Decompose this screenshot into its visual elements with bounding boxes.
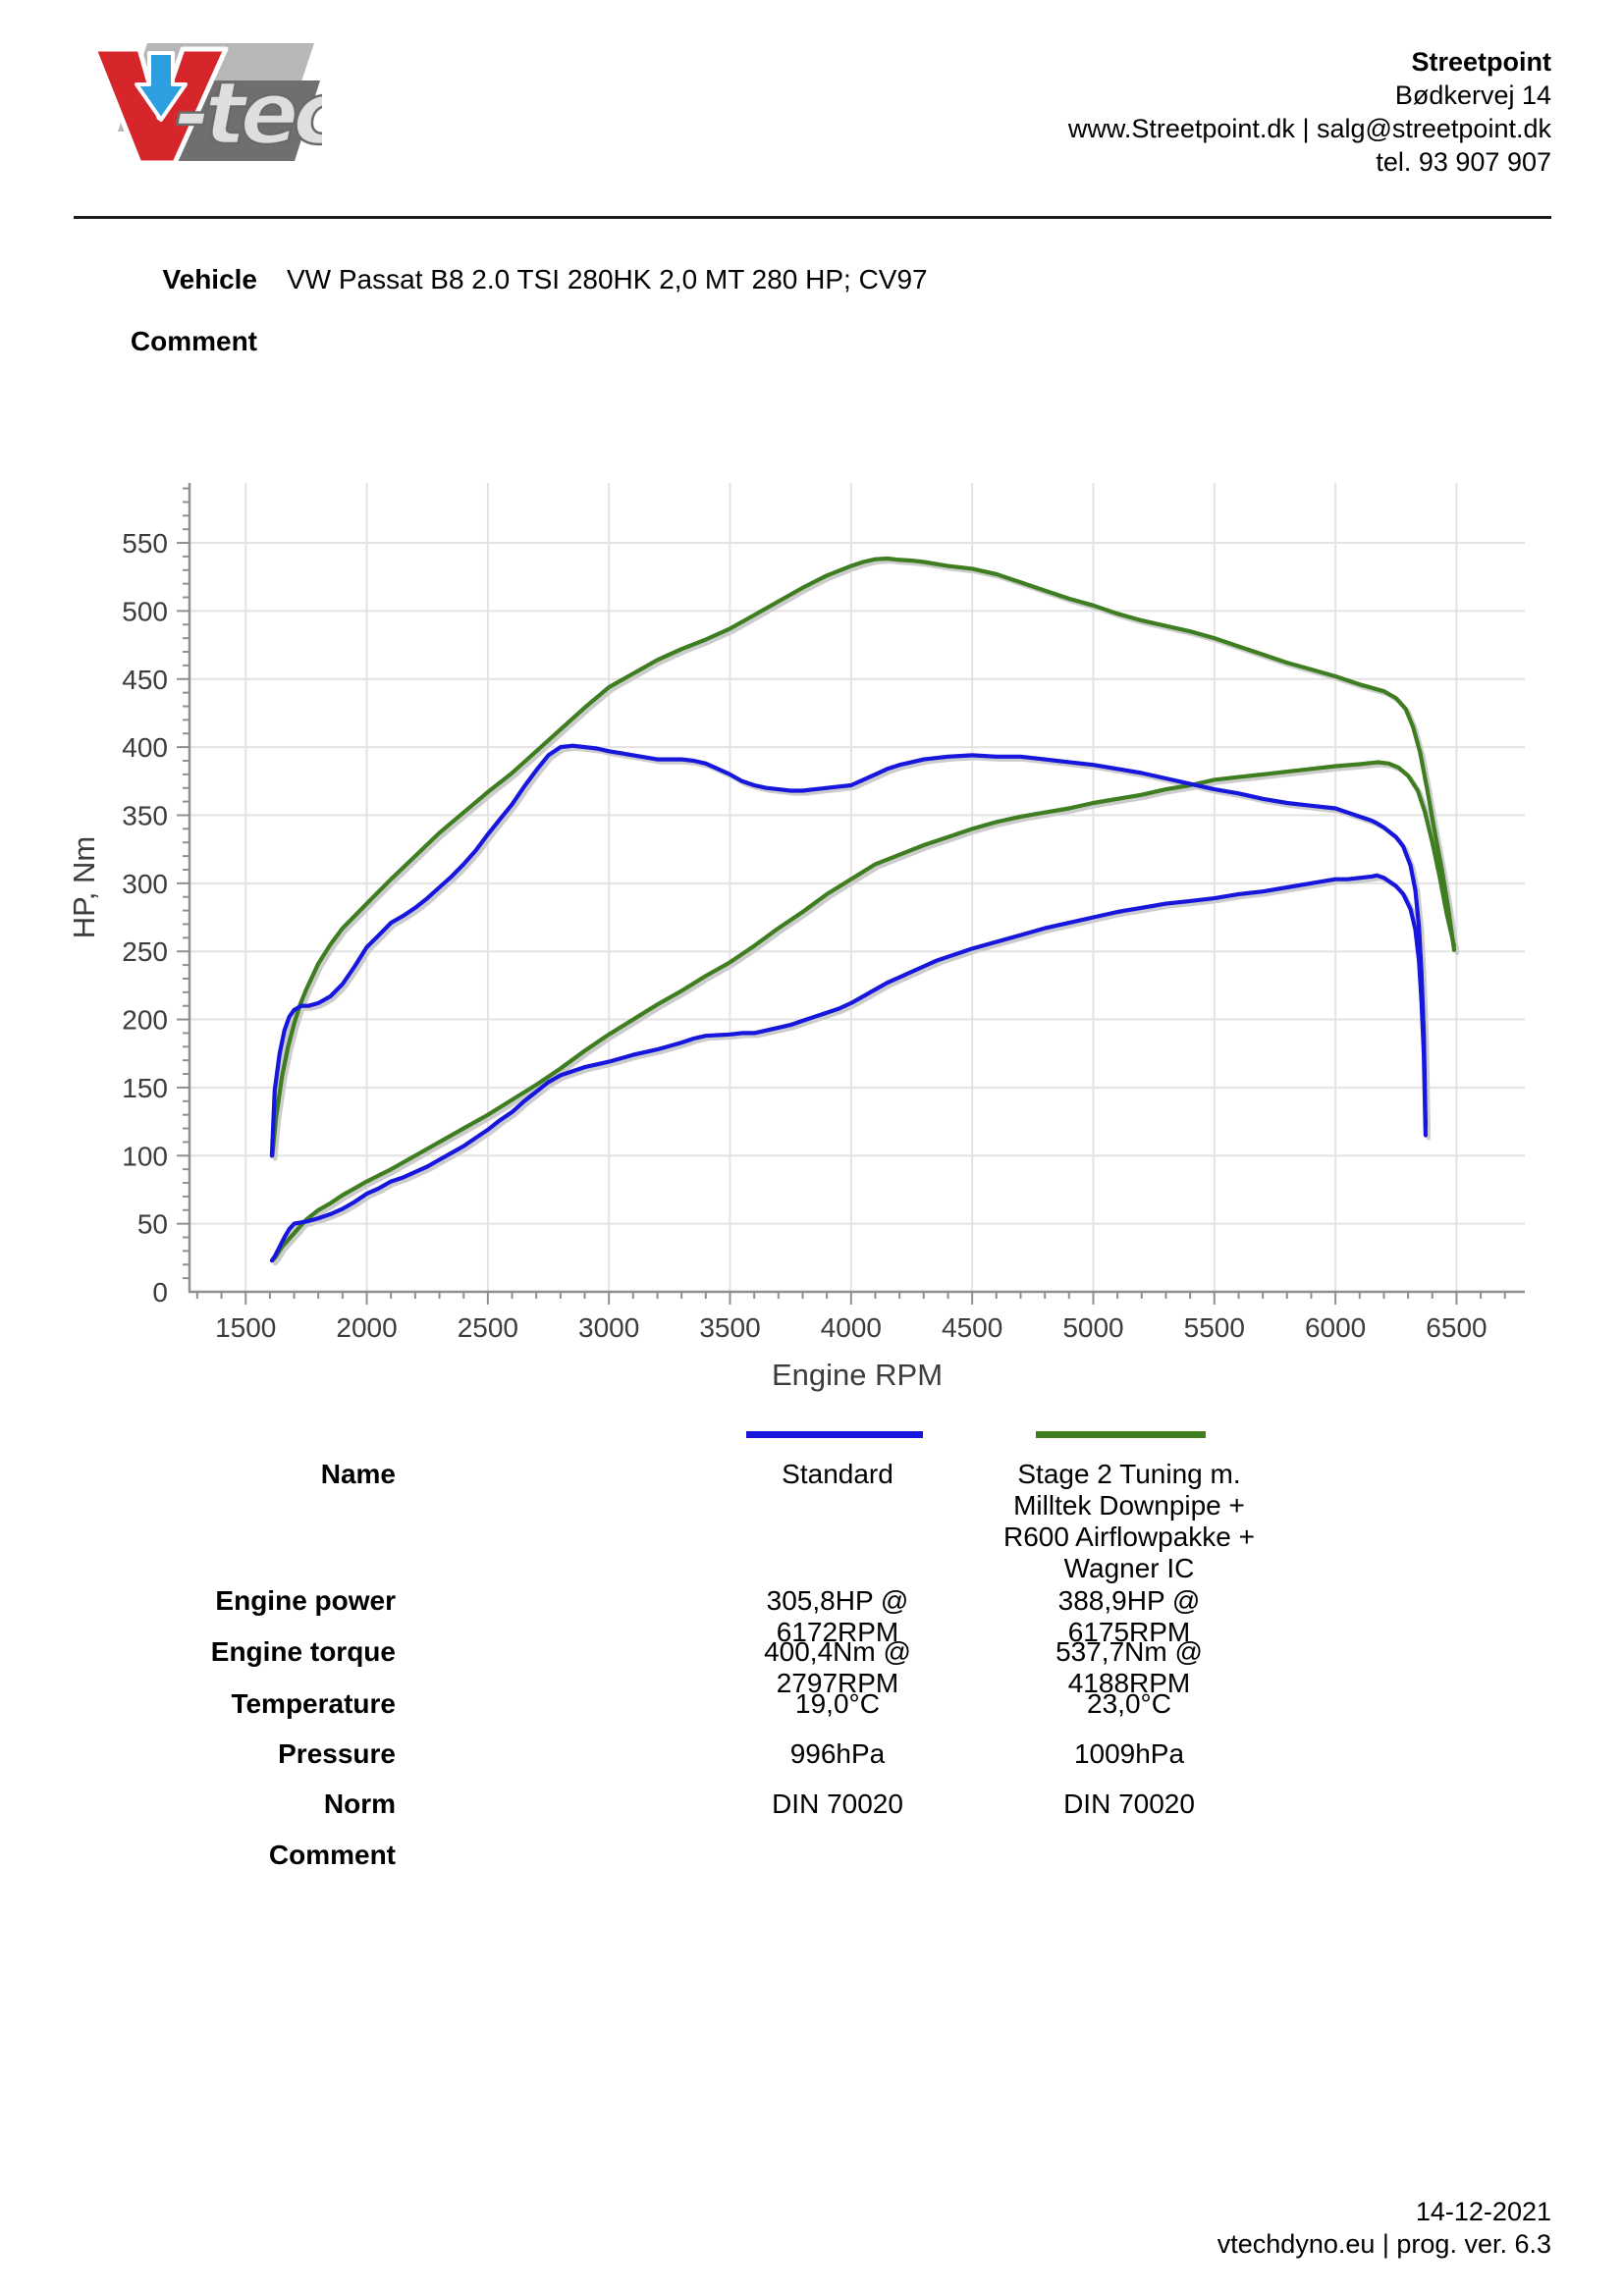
vtech-logo-icon: -tech	[91, 43, 403, 166]
svg-text:4000: 4000	[821, 1312, 882, 1343]
comment-label: Comment	[130, 326, 257, 356]
curve-standard-power	[269, 873, 1428, 1263]
svg-text:1500: 1500	[215, 1312, 276, 1343]
svg-text:250: 250	[122, 936, 168, 967]
header-divider	[74, 216, 1551, 219]
x-axis-label: Engine RPM	[772, 1358, 943, 1392]
table-pressure-label: Pressure	[278, 1738, 396, 1769]
table-engine-torque-col2: 537,7Nm @ 4188RPM	[1055, 1636, 1203, 1698]
svg-text:100: 100	[122, 1141, 168, 1171]
table-temperature-col1: 19,0°C	[795, 1688, 880, 1719]
report-date: 14-12-2021	[1415, 2197, 1551, 2226]
svg-text:6000: 6000	[1305, 1312, 1366, 1343]
table-pressure-col1: 996hPa	[789, 1738, 886, 1769]
table-pressure-col2: 1009hPa	[1073, 1738, 1185, 1769]
table-temperature-label: Temperature	[231, 1688, 396, 1719]
table-norm-col1: DIN 70020	[772, 1789, 903, 1819]
footer: 14-12-2021 vtechdyno.eu | prog. ver. 6.3	[1217, 2196, 1551, 2261]
y-axis-label: HP, Nm	[67, 836, 101, 939]
svg-text:500: 500	[122, 596, 168, 626]
table-engine-torque-label: Engine torque	[210, 1636, 396, 1667]
table-name-label: Name	[320, 1459, 396, 1489]
svg-text:4500: 4500	[942, 1312, 1002, 1343]
program-version: vtechdyno.eu | prog. ver. 6.3	[1217, 2229, 1551, 2259]
table-engine-power-label: Engine power	[215, 1585, 396, 1616]
contact-block: Streetpoint Bødkervej 14 www.Streetpoint…	[1068, 45, 1551, 179]
svg-text:300: 300	[122, 869, 168, 899]
svg-text:2000: 2000	[336, 1312, 397, 1343]
table-name-col1: Standard	[782, 1459, 893, 1489]
table-engine-power-col1: 305,8HP @ 6172RPM	[766, 1585, 909, 1647]
curve-standard-torque	[269, 743, 1428, 1158]
company-name: Streetpoint	[1411, 47, 1551, 77]
svg-text:350: 350	[122, 800, 168, 830]
legend-swatch-stage2	[1036, 1431, 1206, 1438]
table-temperature-col2: 23,0°C	[1087, 1688, 1171, 1719]
svg-text:150: 150	[122, 1073, 168, 1103]
svg-text:200: 200	[122, 1005, 168, 1036]
table-comment-label: Comment	[268, 1840, 396, 1870]
svg-text:0: 0	[152, 1277, 168, 1308]
curve-stage-power	[270, 760, 1457, 1263]
company-address: Bødkervej 14	[1394, 80, 1551, 110]
curve-stage-torque	[270, 556, 1457, 1158]
company-phone: tel. 93 907 907	[1376, 147, 1551, 177]
vehicle-value: VW Passat B8 2.0 TSI 280HK 2,0 MT 280 HP…	[287, 264, 928, 294]
vehicle-label: Vehicle	[162, 264, 257, 294]
table-name-col2: Stage 2 Tuning m. Milltek Downpipe + R60…	[1002, 1459, 1256, 1583]
svg-text:400: 400	[122, 732, 168, 763]
table-engine-power-col2: 388,9HP @ 6175RPM	[1057, 1585, 1201, 1647]
svg-text:-tech: -tech	[175, 63, 322, 164]
vtech-logo: -tech	[65, 35, 403, 174]
legend-swatch-standard	[746, 1431, 923, 1438]
table-norm-col2: DIN 70020	[1063, 1789, 1195, 1819]
svg-text:5000: 5000	[1062, 1312, 1123, 1343]
svg-text:3500: 3500	[699, 1312, 760, 1343]
svg-text:6500: 6500	[1426, 1312, 1487, 1343]
svg-text:2500: 2500	[458, 1312, 518, 1343]
table-norm-label: Norm	[323, 1789, 396, 1819]
svg-text:5500: 5500	[1184, 1312, 1245, 1343]
svg-text:3000: 3000	[578, 1312, 639, 1343]
company-web-email: www.Streetpoint.dk | salg@streetpoint.dk	[1067, 114, 1551, 143]
svg-text:450: 450	[122, 665, 168, 695]
svg-text:550: 550	[122, 528, 168, 559]
table-engine-torque-col1: 400,4Nm @ 2797RPM	[764, 1636, 911, 1698]
svg-text:50: 50	[137, 1209, 168, 1240]
